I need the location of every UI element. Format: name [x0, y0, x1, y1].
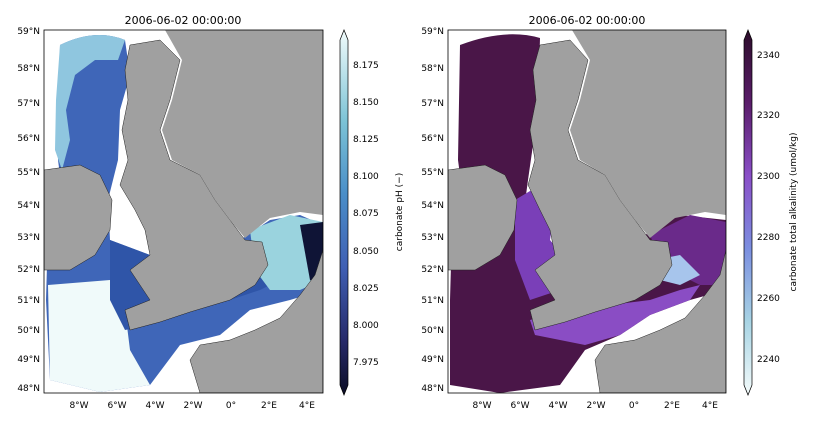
left-lat-label: 58°N — [17, 64, 40, 74]
left-lon-label: 8°W — [69, 401, 88, 411]
left-cbar-tick: 8.100 — [353, 172, 379, 182]
right-title: 2006-06-02 00:00:00 — [529, 14, 646, 27]
right-lon-label: 2°E — [664, 401, 680, 411]
left-lon-label: 6°W — [107, 401, 126, 411]
left-lat-label: 57°N — [17, 99, 40, 109]
left-colorbar: 8.175 8.150 8.125 8.100 8.075 8.050 8.02… — [339, 29, 405, 396]
right-colorbar: 2340 2320 2300 2280 2260 2240 carbonate … — [743, 29, 799, 396]
left-cbar-tick: 8.025 — [353, 284, 379, 294]
left-lon-label: 4°E — [299, 401, 315, 411]
right-lon-label: 8°W — [472, 401, 491, 411]
left-cbar-tick: 8.125 — [353, 135, 379, 145]
right-lat-label: 48°N — [421, 384, 444, 394]
left-cbar-tick: 8.000 — [353, 321, 379, 331]
left-land-continent — [189, 249, 323, 393]
left-lat-label: 54°N — [17, 201, 40, 211]
left-lat-label: 55°N — [17, 168, 40, 178]
left-lon-label: 2°W — [183, 401, 202, 411]
right-land-ne — [570, 30, 726, 238]
right-lon-label: 4°W — [548, 401, 567, 411]
right-colorbar-ticks: 2340 2320 2300 2280 2260 2240 — [757, 51, 780, 365]
left-lat-label: 53°N — [17, 233, 40, 243]
right-lat-label: 58°N — [421, 64, 444, 74]
left-lon-label: 2°E — [261, 401, 277, 411]
right-cbar-tick: 2340 — [757, 51, 780, 61]
left-land-nw — [162, 30, 323, 238]
left-lat-label: 56°N — [17, 134, 40, 144]
left-cbar-tick: 8.175 — [353, 61, 379, 71]
right-colorbar-ramp — [743, 29, 753, 396]
left-lat-label: 48°N — [17, 384, 40, 394]
left-cbar-tick: 8.050 — [353, 247, 379, 257]
right-map: 2006-06-02 00:00:00 59°N 58°N 57°N 56°N … — [421, 14, 799, 411]
right-land-ireland — [448, 164, 518, 271]
left-colorbar-ramp — [339, 29, 349, 396]
left-lat-label: 50°N — [17, 326, 40, 336]
left-lat-axis: 59°N 58°N 57°N 56°N 55°N 54°N 53°N 52°N … — [17, 27, 40, 394]
left-lon-label: 4°W — [145, 401, 164, 411]
left-lat-label: 52°N — [17, 265, 40, 275]
right-colorbar-label: carbonate total alkalinity (umol/kg) — [789, 133, 799, 292]
right-lat-label: 56°N — [421, 134, 444, 144]
right-lat-label: 53°N — [421, 233, 444, 243]
right-cbar-tick: 2260 — [757, 294, 780, 304]
right-lon-label: 4°E — [702, 401, 718, 411]
left-map-border — [43, 29, 324, 394]
right-map-border — [447, 29, 727, 394]
left-cbar-tick: 7.975 — [353, 358, 379, 368]
right-cbar-tick: 2240 — [757, 355, 780, 365]
right-cbar-tick: 2320 — [757, 111, 780, 121]
right-lon-label: 2°W — [586, 401, 605, 411]
left-lat-label: 51°N — [17, 296, 40, 306]
left-ph-bright-sw — [48, 280, 150, 392]
left-land-gb — [119, 39, 269, 331]
right-lat-label: 51°N — [421, 296, 444, 306]
left-map: 2006-06-02 00:00:00 59°N 58°N 57°N 56°N … — [17, 14, 405, 411]
right-cbar-tick: 2280 — [757, 233, 780, 243]
right-lon-label: 6°W — [510, 401, 529, 411]
right-lat-label: 54°N — [421, 201, 444, 211]
left-land-ireland — [44, 164, 113, 271]
right-lat-label: 59°N — [421, 27, 444, 37]
left-colorbar-ticks: 8.175 8.150 8.125 8.100 8.075 8.050 8.02… — [353, 61, 379, 368]
right-land-continent — [594, 249, 726, 393]
left-lat-label: 59°N — [17, 27, 40, 37]
left-ph-north-light — [55, 35, 125, 170]
right-cbar-tick: 2300 — [757, 172, 780, 182]
right-lon-axis: 8°W 6°W 4°W 2°W 0° 2°E 4°E — [472, 401, 718, 411]
left-lon-label: 0° — [226, 401, 236, 411]
left-title: 2006-06-02 00:00:00 — [125, 14, 242, 27]
left-cbar-tick: 8.150 — [353, 98, 379, 108]
right-alk-channel — [530, 285, 700, 345]
right-land-gb — [527, 39, 673, 331]
right-lat-label: 55°N — [421, 168, 444, 178]
right-lat-label: 49°N — [421, 355, 444, 365]
right-alk-nsea — [650, 215, 726, 285]
left-cbar-tick: 8.075 — [353, 209, 379, 219]
left-lat-label: 49°N — [17, 355, 40, 365]
right-lat-axis: 59°N 58°N 57°N 56°N 55°N 54°N 53°N 52°N … — [421, 27, 444, 394]
right-lat-label: 57°N — [421, 99, 444, 109]
right-lat-label: 50°N — [421, 326, 444, 336]
right-lat-label: 52°N — [421, 265, 444, 275]
left-lon-axis: 8°W 6°W 4°W 2°W 0° 2°E 4°E — [69, 401, 315, 411]
left-colorbar-label: carbonate pH (−) — [395, 173, 405, 251]
right-lon-label: 0° — [629, 401, 639, 411]
